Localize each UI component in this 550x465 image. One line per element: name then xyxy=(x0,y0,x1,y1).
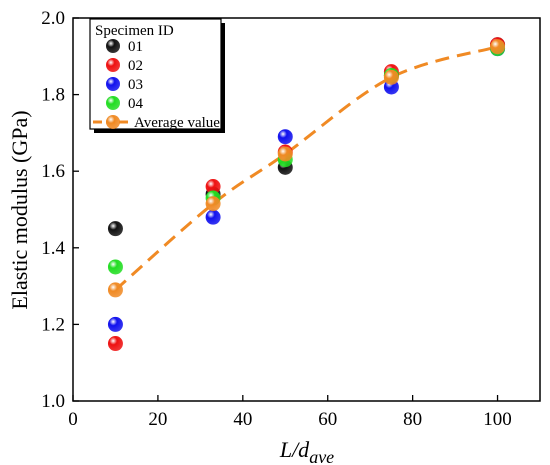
y-tick-label: 2.0 xyxy=(41,8,65,29)
y-axis-title: Elastic modulus (GPa) xyxy=(7,110,32,309)
point-average xyxy=(383,69,399,85)
x-tick-label: 40 xyxy=(233,409,252,430)
x-tick-label: 80 xyxy=(403,409,422,430)
data-points xyxy=(107,37,506,352)
point-average xyxy=(490,39,506,55)
legend-title: Specimen ID xyxy=(95,23,174,39)
y-tick-label: 1.8 xyxy=(41,85,65,106)
average-line-layer xyxy=(114,45,498,292)
point-specimen-04 xyxy=(107,259,123,275)
x-axis-title-main: L/d xyxy=(279,437,310,462)
y-tick-label: 1.0 xyxy=(41,391,65,412)
point-specimen-02 xyxy=(205,179,221,195)
x-tick-label: 100 xyxy=(483,409,512,430)
point-specimen-03 xyxy=(205,209,221,225)
point-specimen-01 xyxy=(107,221,123,237)
legend-marker-01 xyxy=(106,39,120,53)
x-tick-label: 0 xyxy=(68,409,78,430)
legend-marker-03 xyxy=(106,77,120,91)
y-tick-label: 1.2 xyxy=(41,314,65,335)
point-average xyxy=(205,196,221,212)
point-average xyxy=(107,282,123,298)
legend-marker-02 xyxy=(106,58,120,72)
y-tick-label: 1.6 xyxy=(41,161,65,182)
legend-label-average: Average value xyxy=(134,115,220,131)
legend-marker-average xyxy=(106,115,120,129)
x-tick-label: 20 xyxy=(148,409,167,430)
y-tick-label: 1.4 xyxy=(41,238,65,259)
legend-label-01: 01 xyxy=(128,39,143,55)
point-specimen-03 xyxy=(107,316,123,332)
legend-label-03: 03 xyxy=(128,77,143,93)
x-tick-label: 60 xyxy=(318,409,337,430)
legend-label-04: 04 xyxy=(128,96,144,112)
legend-label-02: 02 xyxy=(128,58,143,74)
plot-frame xyxy=(72,17,541,402)
point-specimen-03 xyxy=(277,129,293,145)
x-axis-title: L/dave xyxy=(279,437,334,465)
point-average xyxy=(277,146,293,162)
legend-entries: 01 02 03 04 Average value xyxy=(93,39,220,131)
x-axis-title-subscript: ave xyxy=(309,447,334,465)
average-value-line xyxy=(114,45,498,292)
legend-box xyxy=(89,18,222,130)
legend: Specimen ID 01 02 03 04 Average value xyxy=(89,18,225,133)
legend-marker-04 xyxy=(106,96,120,110)
point-specimen-02 xyxy=(107,336,123,352)
